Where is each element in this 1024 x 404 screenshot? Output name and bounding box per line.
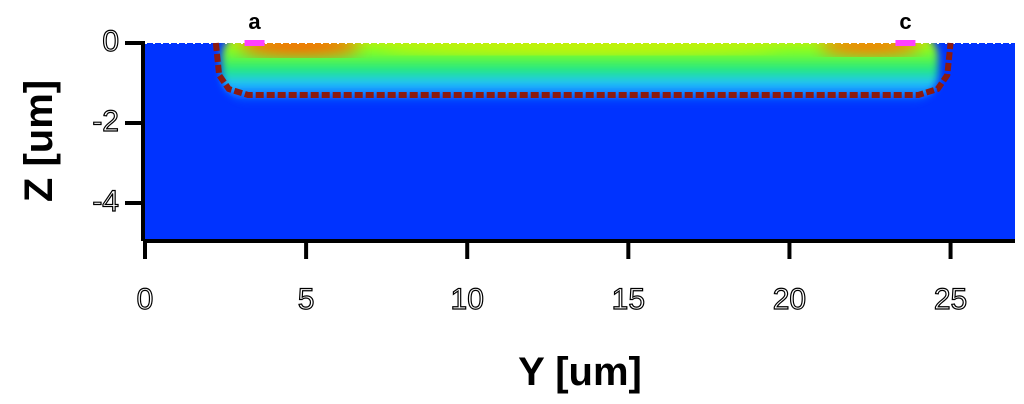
y-tick-label: -2 <box>92 105 119 138</box>
x-axis-title: Y [um] <box>518 350 642 394</box>
y-tick-label: 0 <box>102 25 119 58</box>
electrode <box>244 40 265 46</box>
electrode-label: a <box>248 9 261 34</box>
x-tick-label: 20 <box>773 283 806 316</box>
electrode-label: c <box>899 9 911 34</box>
x-tick-label: 10 <box>451 283 484 316</box>
electrode <box>895 40 916 46</box>
junction-boundary <box>212 42 954 98</box>
plot-area <box>145 43 1015 239</box>
x-tick-label: 0 <box>137 283 154 316</box>
y-tick-label: -4 <box>92 185 119 218</box>
doping-field <box>222 43 938 102</box>
y-axis-title: Z [um] <box>17 80 61 202</box>
x-tick-label: 25 <box>934 283 967 316</box>
x-tick-label: 15 <box>612 283 645 316</box>
x-tick-label: 5 <box>298 283 315 316</box>
